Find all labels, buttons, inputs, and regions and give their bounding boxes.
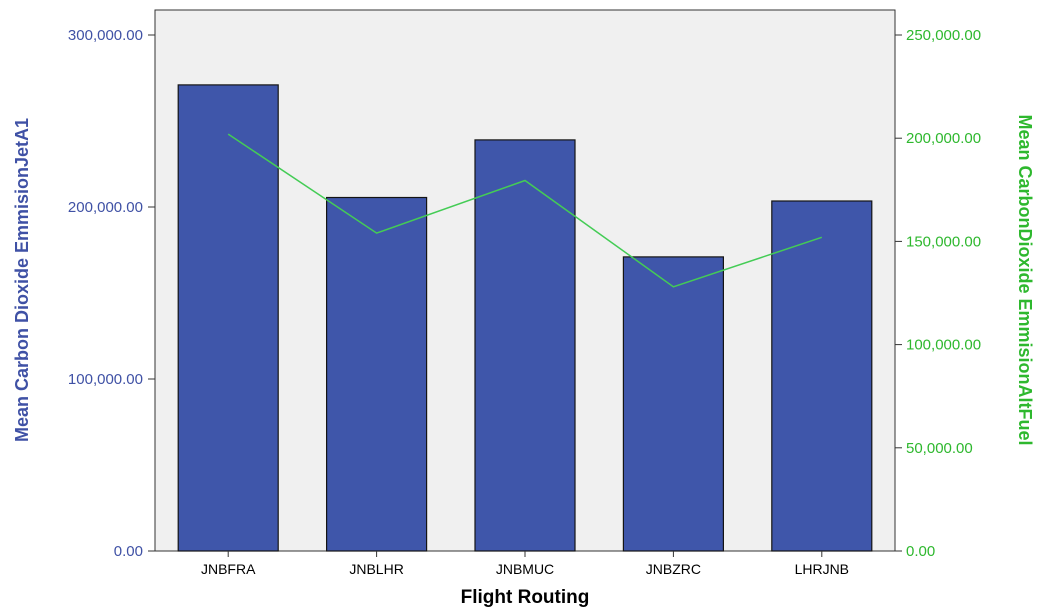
bar-jnbzrc [622,256,725,552]
left-y-axis-label: Mean Carbon Dioxide EmmisionJetA1 [12,118,32,442]
right-tick-label: 100,000.00 [906,337,981,354]
bar-jnbfra [177,84,279,552]
line-altfuel [227,133,823,288]
bar-jnbmuc [474,139,576,552]
category-label-jnblhr: JNBLHR [349,561,403,577]
bar-lhrjnb [771,200,873,552]
left-tick-label: 300,000.00 [68,27,143,44]
right-tick-label: 50,000.00 [906,440,973,457]
left-tick-label: 100,000.00 [68,371,143,388]
bar-jnblhr [326,196,428,552]
right-tick-label: 0.00 [906,543,935,560]
x-axis-label: Flight Routing [461,587,590,608]
left-tick-label: 200,000.00 [68,199,143,216]
right-y-axis-label: Mean CarbonDioxide EmmisionAltFuel [1015,114,1035,445]
right-tick-label: 150,000.00 [906,233,981,250]
category-label-jnbmuc: JNBMUC [496,561,554,577]
category-label-jnbzrc: JNBZRC [646,561,701,577]
right-tick-label: 200,000.00 [906,130,981,147]
category-label-lhrjnb: LHRJNB [795,561,849,577]
left-tick-label: 0.00 [114,543,143,560]
right-tick-label: 250,000.00 [906,27,981,44]
category-label-jnbfra: JNBFRA [201,561,256,577]
